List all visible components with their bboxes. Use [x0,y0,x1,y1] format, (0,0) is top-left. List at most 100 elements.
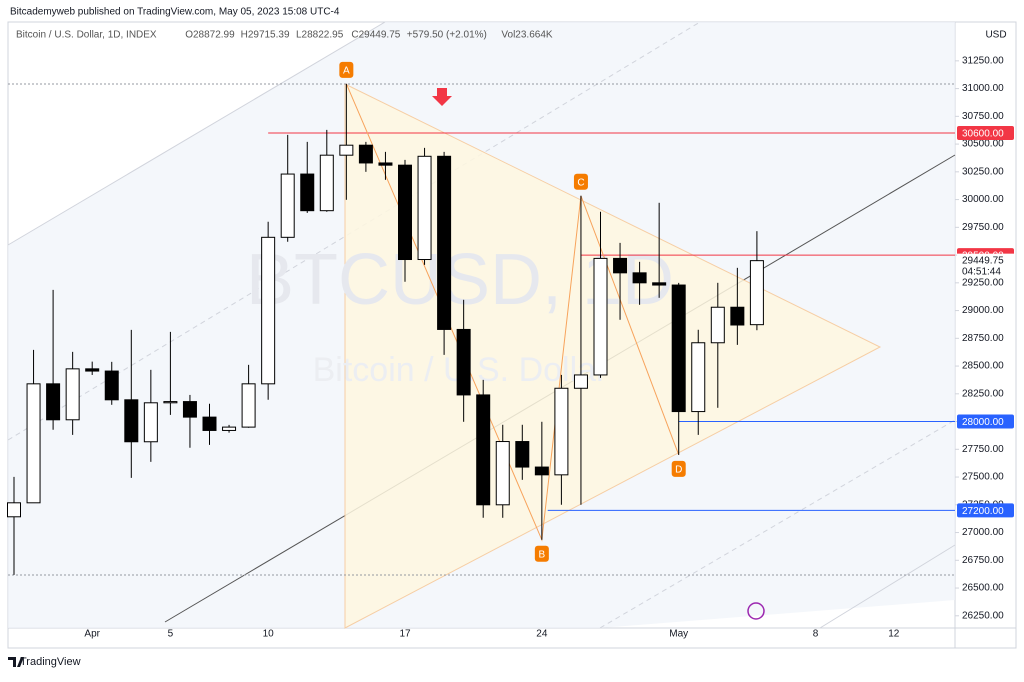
countdown: 04:51:44 [962,266,1001,277]
x-tick-label: 10 [263,629,275,640]
channel-mid [599,419,956,629]
arrow-down [432,88,452,106]
legend-item: O28872.99 [185,30,235,41]
candle-body [378,162,393,166]
legend-item: C29449.75 [351,30,400,41]
candle-body [163,401,178,404]
y-tick-label: 29750.00 [962,222,1004,233]
candle-body [495,441,510,506]
level-box [957,414,1014,429]
candle-body [437,155,452,330]
candle-body [202,416,217,431]
candle-body [515,441,530,468]
last-box [957,253,1014,278]
candle-body [182,401,197,418]
y-tick-label: 31250.00 [962,55,1004,66]
footer: TradingView [20,656,81,668]
axis-unit: USD [985,30,1006,41]
y-tick-label: 28750.00 [962,333,1004,344]
candle-body [358,144,373,164]
channel-line [819,544,956,629]
level-box [957,503,1014,518]
candle-body [671,284,686,413]
candle-body [339,144,354,156]
pattern-label: A [343,65,350,76]
y-tick-label: 26250.00 [962,610,1004,621]
y-tick-label: 29000.00 [962,305,1004,316]
x-tick-label: 12 [888,629,900,640]
legend-symbol: Bitcoin / U.S. Dollar, 1D, INDEX [16,30,157,41]
y-tick-label: 30000.00 [962,194,1004,205]
y-tick-label: 31000.00 [962,83,1004,94]
pattern-label: D [675,464,682,475]
candle-body [143,402,158,443]
y-tick-label: 26750.00 [962,555,1004,566]
last-price: 29449.75 [962,255,1004,266]
candle-body [241,383,256,428]
pattern-label: C [577,177,584,188]
x-tick-label: Apr [84,629,100,640]
y-tick-label: 29250.00 [962,277,1004,288]
candle-body [691,342,706,413]
candle-body [26,383,41,504]
candle-body [476,394,491,506]
pattern-point [339,61,354,78]
logo [8,657,24,667]
candle-body [749,260,764,326]
level-box [957,125,1014,140]
candle-body [554,387,569,476]
candle-body [46,383,61,421]
x-tick-label: 17 [399,629,411,640]
x-tick-label: 5 [168,629,174,640]
candle-body [573,374,588,389]
y-tick-label: 26500.00 [962,583,1004,594]
candle-body [613,257,628,274]
level-label: 27200.00 [962,506,1004,517]
level-label: 30600.00 [962,129,1004,140]
pattern-point [573,173,588,190]
y-tick-label: 30250.00 [962,166,1004,177]
legend-item: L28822.95 [296,30,344,41]
candle-body [398,164,412,261]
candle-body [534,466,549,476]
legend-item: H29715.39 [241,30,290,41]
y-tick-label: 27750.00 [962,444,1004,455]
level-label: 28000.00 [962,417,1004,428]
candle-body [710,306,725,344]
legend-item: +579.50 (+2.01%) [407,30,487,41]
candle-body [456,328,471,396]
candle-body [300,173,315,212]
candle-body [730,306,745,326]
event-icon [747,602,765,620]
candle-body [85,368,100,372]
legend-item: Vol23.664K [501,30,552,41]
candle-body [319,154,334,212]
pattern-point [671,460,686,477]
candle-body [7,502,21,518]
candle-body [65,368,80,421]
candle-body [632,272,647,284]
candle-body [104,370,119,401]
y-tick-label: 30500.00 [962,139,1004,150]
x-tick-label: May [669,629,688,640]
candle-body [593,257,608,376]
y-tick-label: 27000.00 [962,527,1004,538]
candle-body [417,155,432,261]
pattern-label: B [539,549,546,560]
watermark-symbol: BTCUSD, 1D [246,240,674,320]
channel-line [7,21,386,246]
x-tick-label: 24 [536,629,548,640]
y-tick-label: 30750.00 [962,111,1004,122]
candle-body [222,426,237,431]
y-tick-label: 27500.00 [962,472,1004,483]
x-tick-label: 8 [813,629,819,640]
candle-body [124,399,139,443]
candle-body [261,236,276,385]
pattern-point [534,545,549,562]
y-tick-label: 28250.00 [962,388,1004,399]
candle-body [652,282,667,286]
y-tick-label: 28500.00 [962,361,1004,372]
candle-body [280,173,295,238]
header: Bitcademyweb published on TradingView.co… [10,7,340,18]
